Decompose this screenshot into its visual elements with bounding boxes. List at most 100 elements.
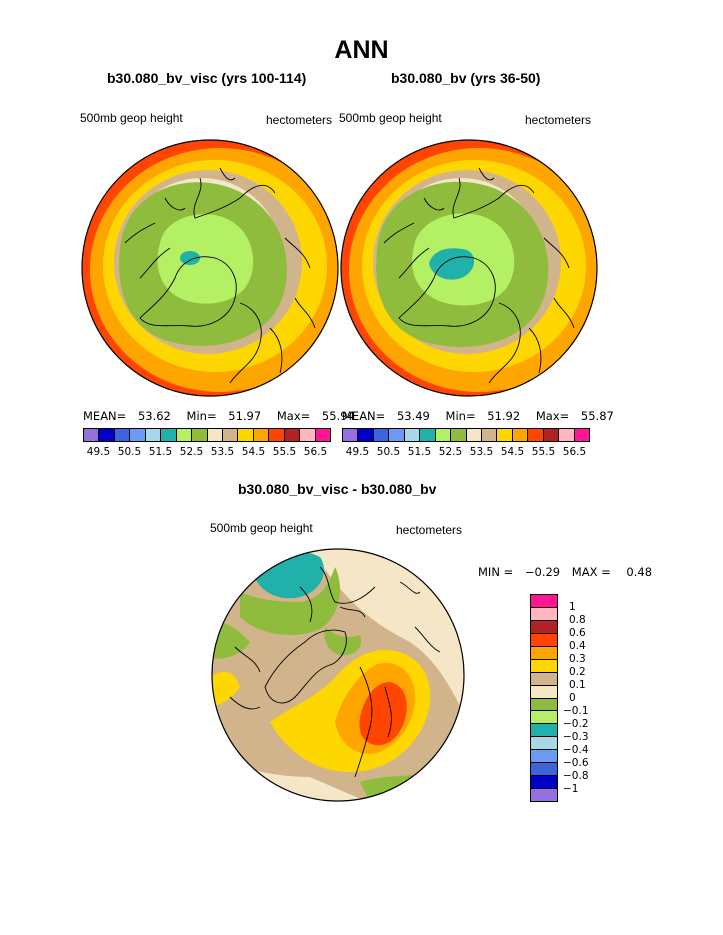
panel1-stats: MEAN= 53.62 Min= 51.97 Max= 55.94 [83, 409, 355, 423]
colorbar-swatch [161, 429, 177, 441]
colorbar-swatch [531, 685, 557, 699]
colorbar-swatch [389, 429, 405, 441]
figure-title: ANN [334, 36, 389, 64]
colorbar-swatch [543, 429, 560, 441]
colorbar-tick-label: 55.5 [272, 446, 297, 458]
colorbar-swatch [269, 429, 285, 441]
colorbar-tick-label: −0.2 [563, 718, 589, 730]
diff-title: b30.080_bv_visc - b30.080_bv [238, 481, 437, 497]
colorbar-swatch [192, 429, 208, 441]
colorbar-swatch [574, 429, 589, 441]
panel1-min-label: Min= [186, 409, 217, 423]
colorbar-tick-label: 49.5 [345, 446, 370, 458]
colorbar-swatch [420, 429, 436, 441]
colorbar-swatch [528, 429, 544, 441]
contour-neg0.1-center [324, 627, 362, 656]
panel2-max-label: Max= [535, 409, 570, 423]
panel2-min-label: Min= [445, 409, 476, 423]
panel1-max-label: Max= [276, 409, 311, 423]
colorbar-tick-label: −0.4 [563, 744, 589, 756]
map-panel2 [340, 139, 598, 397]
colorbar-tick-label: 1 [569, 601, 576, 613]
colorbar-swatch [358, 429, 374, 441]
coastlines [383, 167, 575, 384]
map-boundary [211, 548, 465, 802]
contour-0.2-west [212, 671, 240, 707]
colorbar-tick-label: 56.5 [562, 446, 587, 458]
colorbar-swatch [435, 429, 452, 441]
colorbar-panel2 [342, 428, 590, 442]
diff-variable-label: 500mb geop height [210, 521, 313, 535]
colorbar-tick-label: 0.8 [569, 614, 586, 626]
colorbar-tick-label: 56.5 [303, 446, 328, 458]
colorbar-swatch [315, 429, 330, 441]
map-boundary [340, 139, 598, 397]
colorbar-swatch [531, 776, 557, 790]
colorbar-panel1 [83, 428, 331, 442]
colorbar-swatch [253, 429, 270, 441]
colorbar-panel1-labels: 49.5 50.5 51.5 52.5 53.5 54.5 55.5 56.5 [83, 446, 331, 460]
colorbar-swatch [531, 789, 557, 801]
colorbar-swatch [531, 620, 557, 634]
colorbar-tick-label: 0.3 [569, 653, 586, 665]
colorbar-swatch [373, 429, 390, 441]
diff-max-value: 0.48 [626, 565, 653, 579]
colorbar-swatch [130, 429, 146, 441]
panel1-variable-label: 500mb geop height [80, 111, 183, 125]
panel2-units-label: hectometers [525, 113, 592, 127]
colorbar-swatch [114, 429, 131, 441]
panel1-mean-label: MEAN= [83, 409, 127, 423]
colorbar-tick-label: 51.5 [148, 446, 173, 458]
colorbar-tick-label: 50.5 [117, 446, 142, 458]
coastlines [229, 566, 441, 778]
panel2-stats: MEAN= 53.49 Min= 51.92 Max= 55.87 [342, 409, 614, 423]
panel2-mean-label: MEAN= [342, 409, 386, 423]
colorbar-tick-label: 0.1 [569, 679, 586, 691]
colorbar-swatch [207, 429, 223, 441]
colorbar-tick-label: 54.5 [241, 446, 266, 458]
colorbar-tick-label: −0.3 [563, 731, 589, 743]
panel2-max-value: 55.87 [580, 409, 614, 423]
colorbar-swatch [531, 595, 557, 608]
colorbar-swatch [531, 737, 557, 751]
colorbar-swatch [531, 763, 557, 777]
colorbar-tick-label: 52.5 [438, 446, 463, 458]
colorbar-swatch [531, 711, 557, 725]
panel2-min-value: 51.92 [487, 409, 521, 423]
colorbar-tick-label: −0.6 [563, 757, 589, 769]
panel1-min-value: 51.97 [228, 409, 262, 423]
map-panel1 [81, 139, 339, 397]
colorbar-swatch [84, 429, 100, 441]
contour-52.0 [157, 214, 254, 304]
colorbar-swatch [451, 429, 467, 441]
colorbar-diff [530, 594, 558, 802]
colorbar-tick-label: 54.5 [500, 446, 525, 458]
colorbar-swatch [531, 672, 557, 686]
contour-51.5 [180, 251, 200, 265]
contour-51.5 [429, 248, 475, 280]
colorbar-swatch [531, 750, 557, 764]
colorbar-diff-labels: 1 0.8 0.6 0.4 0.3 0.2 0.1 0 −0.1 −0.2 −0.3 −0.4 −0.6… [563, 594, 603, 802]
colorbar-swatch [99, 429, 115, 441]
colorbar-swatch [466, 429, 482, 441]
diff-min-value: −0.29 [524, 565, 561, 579]
colorbar-swatch [531, 607, 557, 621]
colorbar-swatch [531, 646, 557, 660]
diff-units-label: hectometers [396, 523, 463, 537]
colorbar-swatch [512, 429, 529, 441]
colorbar-swatch [497, 429, 513, 441]
colorbar-tick-label: 49.5 [86, 446, 111, 458]
colorbar-tick-label: 0.2 [569, 666, 586, 678]
panel1-title: b30.080_bv_visc (yrs 100-114) [107, 70, 307, 86]
colorbar-swatch [531, 659, 557, 673]
colorbar-tick-label: 0.4 [569, 640, 586, 652]
colorbar-swatch [238, 429, 254, 441]
colorbar-swatch [559, 429, 575, 441]
panel1-mean-value: 53.62 [137, 409, 171, 423]
colorbar-tick-label: 0.6 [569, 627, 586, 639]
panel2-mean-value: 53.49 [396, 409, 430, 423]
map-boundary [81, 139, 339, 397]
contour-neg0.1-north [240, 567, 340, 636]
colorbar-tick-label: −1 [563, 783, 579, 795]
panel2-variable-label: 500mb geop height [339, 111, 442, 125]
